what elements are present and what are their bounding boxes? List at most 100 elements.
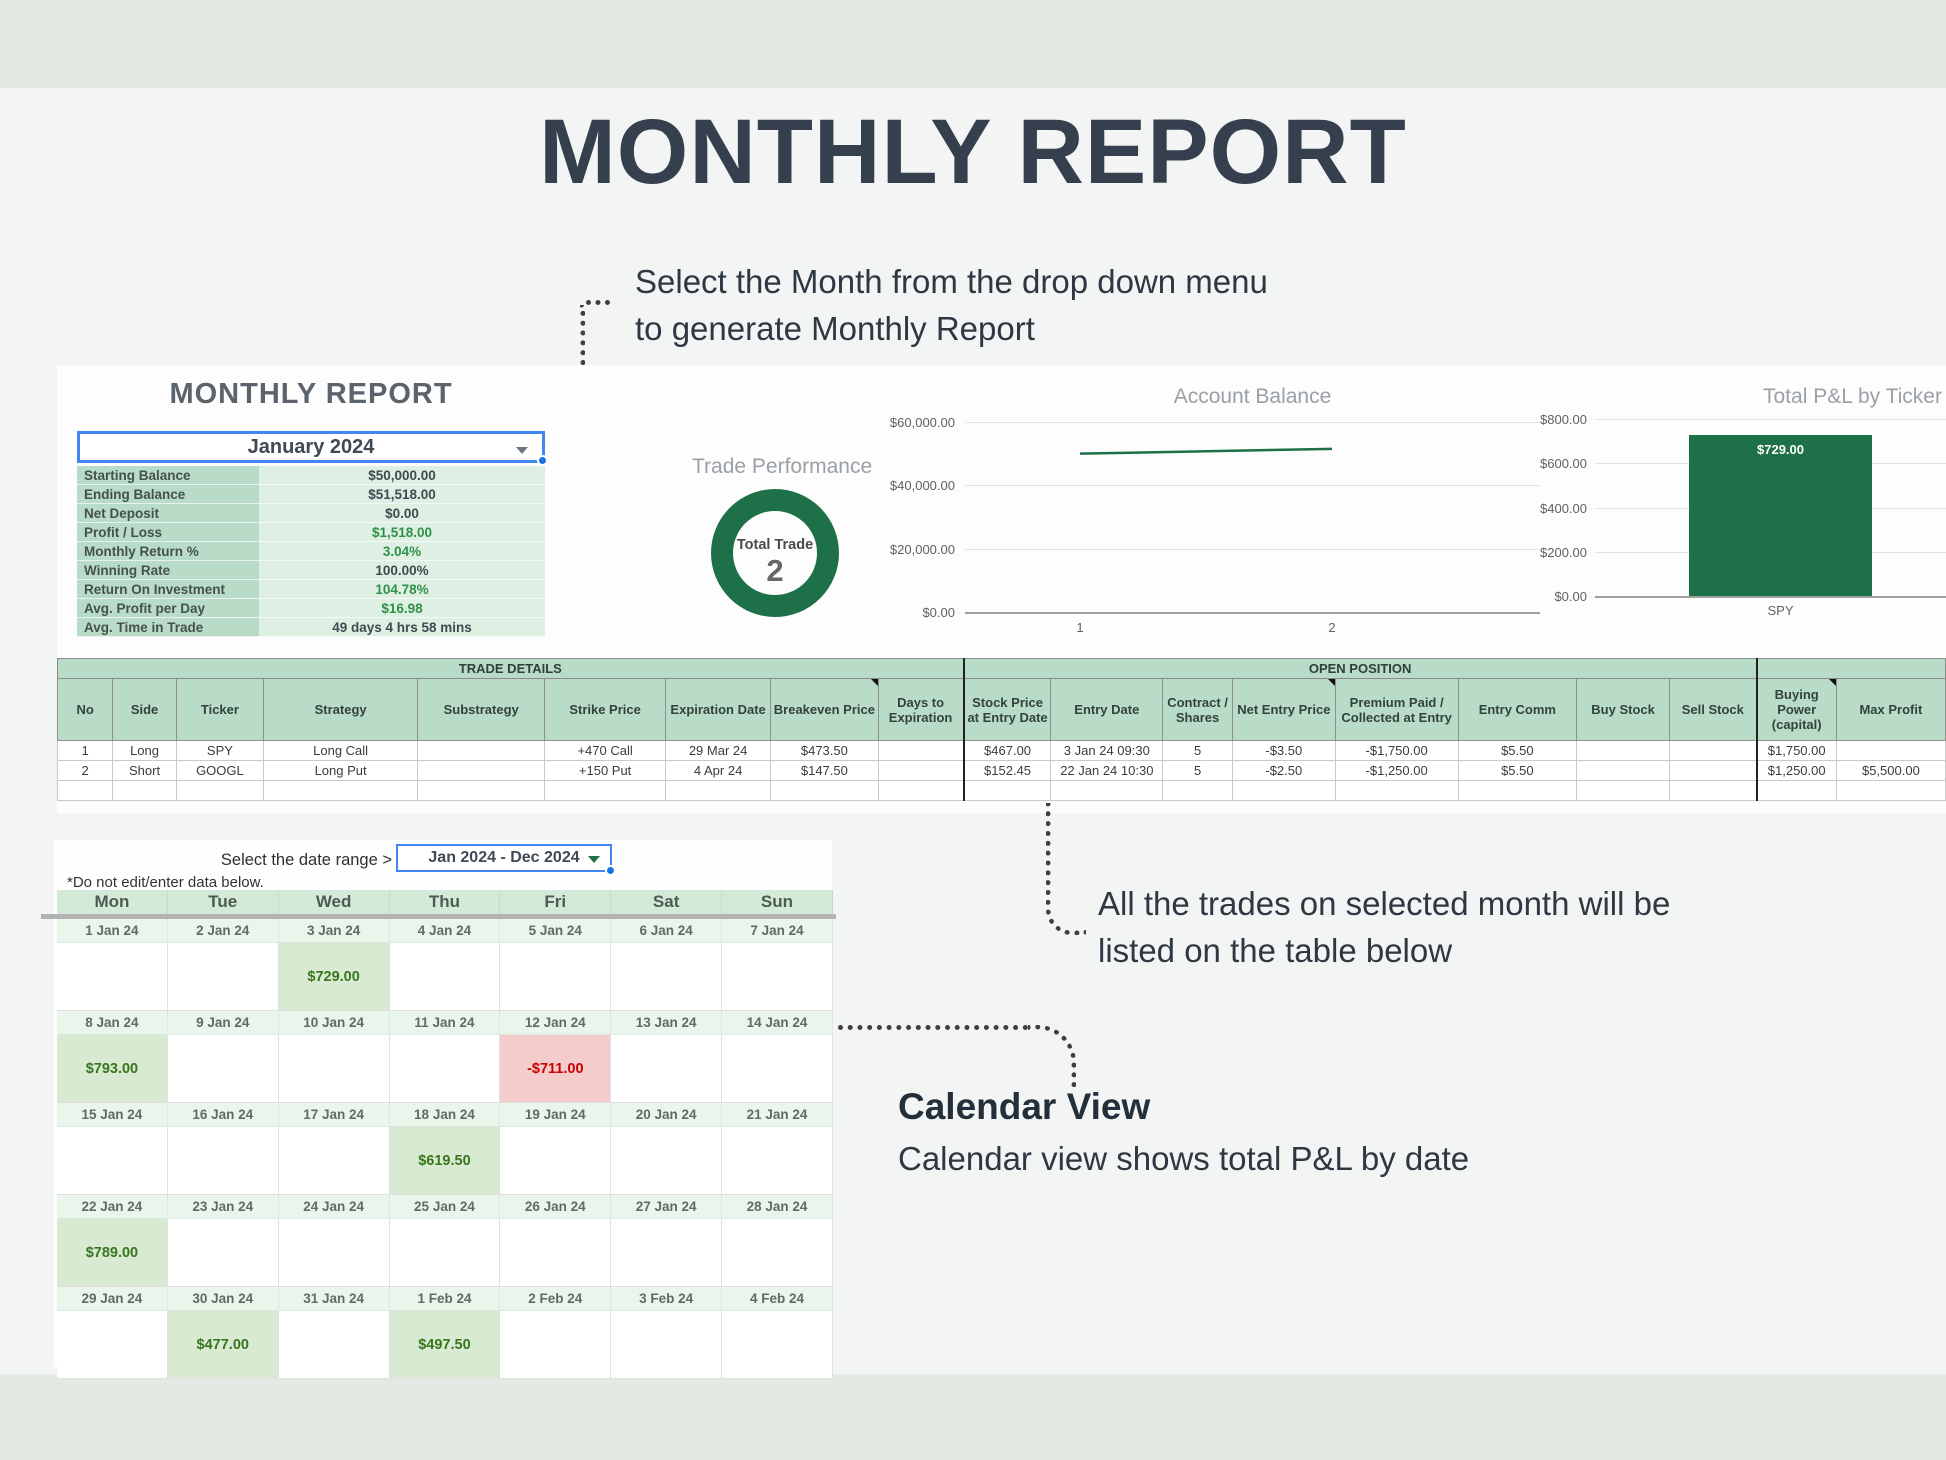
table-cell[interactable] [175, 780, 265, 801]
calendar-value-cell[interactable] [57, 1311, 168, 1379]
calendar-value-cell[interactable]: $789.00 [57, 1219, 168, 1287]
table-cell[interactable]: 4 Apr 24 [664, 760, 772, 781]
calendar-date-cell[interactable]: 5 Jan 24 [500, 919, 612, 943]
table-cell[interactable] [1835, 740, 1946, 761]
calendar-date-cell[interactable]: 24 Jan 24 [278, 1195, 390, 1219]
calendar-date-cell[interactable]: 31 Jan 24 [278, 1287, 390, 1311]
table-cell[interactable] [1755, 780, 1837, 801]
calendar-value-cell[interactable] [722, 1219, 833, 1287]
calendar-date-cell[interactable]: 29 Jan 24 [57, 1287, 168, 1311]
table-cell[interactable] [1576, 740, 1671, 761]
calendar-value-cell[interactable]: $619.50 [389, 1127, 501, 1195]
table-cell[interactable] [1576, 760, 1671, 781]
table-cell[interactable] [877, 760, 965, 781]
table-cell[interactable]: 5 [1162, 760, 1233, 781]
calendar-value-cell[interactable]: -$711.00 [500, 1035, 612, 1103]
calendar-date-cell[interactable]: 19 Jan 24 [500, 1103, 612, 1127]
calendar-date-cell[interactable]: 30 Jan 24 [167, 1287, 279, 1311]
table-cell[interactable]: -$2.50 [1231, 760, 1336, 781]
table-cell[interactable] [877, 740, 965, 761]
calendar-value-cell[interactable] [167, 943, 279, 1011]
calendar-value-cell[interactable] [722, 1127, 833, 1195]
table-cell[interactable]: Long Call [263, 740, 419, 761]
table-cell[interactable]: 2 [56, 760, 114, 781]
calendar-date-cell[interactable]: 12 Jan 24 [500, 1011, 612, 1035]
calendar-date-cell[interactable]: 26 Jan 24 [500, 1195, 612, 1219]
calendar-date-cell[interactable]: 7 Jan 24 [722, 919, 833, 943]
calendar-date-cell[interactable]: 1 Feb 24 [389, 1287, 501, 1311]
calendar-value-cell[interactable] [611, 1311, 723, 1379]
calendar-date-cell[interactable]: 23 Jan 24 [167, 1195, 279, 1219]
table-cell[interactable]: Long [112, 740, 177, 761]
table-cell[interactable]: $152.45 [962, 760, 1052, 781]
table-cell[interactable]: Short [112, 760, 177, 781]
table-cell[interactable]: -$3.50 [1231, 740, 1336, 761]
calendar-date-cell[interactable]: 1 Jan 24 [57, 919, 168, 943]
table-cell[interactable]: $5.50 [1457, 760, 1578, 781]
calendar-date-cell[interactable]: 11 Jan 24 [389, 1011, 501, 1035]
table-cell[interactable]: $1,750.00 [1755, 740, 1837, 761]
table-cell[interactable]: $1,250.00 [1755, 760, 1837, 781]
table-cell[interactable]: $5.50 [1457, 740, 1578, 761]
table-cell[interactable] [1576, 780, 1671, 801]
table-cell[interactable]: Long Put [263, 760, 419, 781]
table-cell[interactable]: 5 [1162, 740, 1233, 761]
calendar-value-cell[interactable] [611, 1035, 723, 1103]
table-cell[interactable] [1334, 780, 1459, 801]
table-cell[interactable]: -$1,750.00 [1334, 740, 1459, 761]
calendar-date-cell[interactable]: 22 Jan 24 [57, 1195, 168, 1219]
calendar-value-cell[interactable]: $477.00 [167, 1311, 279, 1379]
calendar-date-cell[interactable]: 3 Jan 24 [278, 919, 390, 943]
calendar-date-cell[interactable]: 2 Feb 24 [500, 1287, 612, 1311]
calendar-value-cell[interactable] [722, 1311, 833, 1379]
date-range-dropdown[interactable]: Jan 2024 - Dec 2024 [396, 844, 616, 876]
table-cell[interactable]: $5,500.00 [1835, 760, 1946, 781]
calendar-date-cell[interactable]: 20 Jan 24 [611, 1103, 723, 1127]
table-cell[interactable] [1835, 780, 1946, 801]
calendar-date-cell[interactable]: 18 Jan 24 [389, 1103, 501, 1127]
table-cell[interactable]: GOOGL [175, 760, 265, 781]
calendar-value-cell[interactable] [611, 1127, 723, 1195]
calendar-date-cell[interactable]: 9 Jan 24 [167, 1011, 279, 1035]
table-cell[interactable] [664, 780, 772, 801]
calendar-date-cell[interactable]: 25 Jan 24 [389, 1195, 501, 1219]
calendar-value-cell[interactable] [167, 1035, 279, 1103]
table-cell[interactable] [1231, 780, 1336, 801]
table-cell[interactable]: $147.50 [770, 760, 879, 781]
calendar-value-cell[interactable] [389, 943, 501, 1011]
calendar-value-cell[interactable] [278, 1219, 390, 1287]
calendar-date-cell[interactable]: 4 Jan 24 [389, 919, 501, 943]
calendar-value-cell[interactable] [722, 943, 833, 1011]
calendar-value-cell[interactable]: $497.50 [389, 1311, 501, 1379]
calendar-date-cell[interactable]: 2 Jan 24 [167, 919, 279, 943]
calendar-value-cell[interactable] [500, 1219, 612, 1287]
table-cell[interactable] [417, 740, 546, 761]
table-cell[interactable] [544, 780, 666, 801]
calendar-value-cell[interactable]: $793.00 [57, 1035, 168, 1103]
table-cell[interactable] [770, 780, 879, 801]
calendar-value-cell[interactable] [722, 1035, 833, 1103]
calendar-date-cell[interactable]: 8 Jan 24 [57, 1011, 168, 1035]
table-cell[interactable] [263, 780, 419, 801]
table-cell[interactable] [1162, 780, 1233, 801]
calendar-value-cell[interactable] [57, 1127, 168, 1195]
month-dropdown[interactable]: January 2024 [77, 431, 548, 466]
calendar-date-cell[interactable]: 16 Jan 24 [167, 1103, 279, 1127]
table-cell[interactable]: $473.50 [770, 740, 879, 761]
calendar-value-cell[interactable] [278, 1127, 390, 1195]
table-cell[interactable] [1669, 780, 1758, 801]
calendar-date-cell[interactable]: 21 Jan 24 [722, 1103, 833, 1127]
table-cell[interactable]: -$1,250.00 [1334, 760, 1459, 781]
calendar-date-cell[interactable]: 15 Jan 24 [57, 1103, 168, 1127]
selection-handle[interactable] [537, 455, 548, 466]
calendar-value-cell[interactable] [500, 943, 612, 1011]
table-cell[interactable]: +150 Put [544, 760, 666, 781]
calendar-value-cell[interactable] [167, 1127, 279, 1195]
calendar-value-cell[interactable] [500, 1127, 612, 1195]
table-cell[interactable]: $467.00 [962, 740, 1052, 761]
table-cell[interactable] [877, 780, 965, 801]
calendar-value-cell[interactable] [278, 1035, 390, 1103]
calendar-date-cell[interactable]: 4 Feb 24 [722, 1287, 833, 1311]
table-cell[interactable] [56, 780, 114, 801]
calendar-value-cell[interactable] [500, 1311, 612, 1379]
